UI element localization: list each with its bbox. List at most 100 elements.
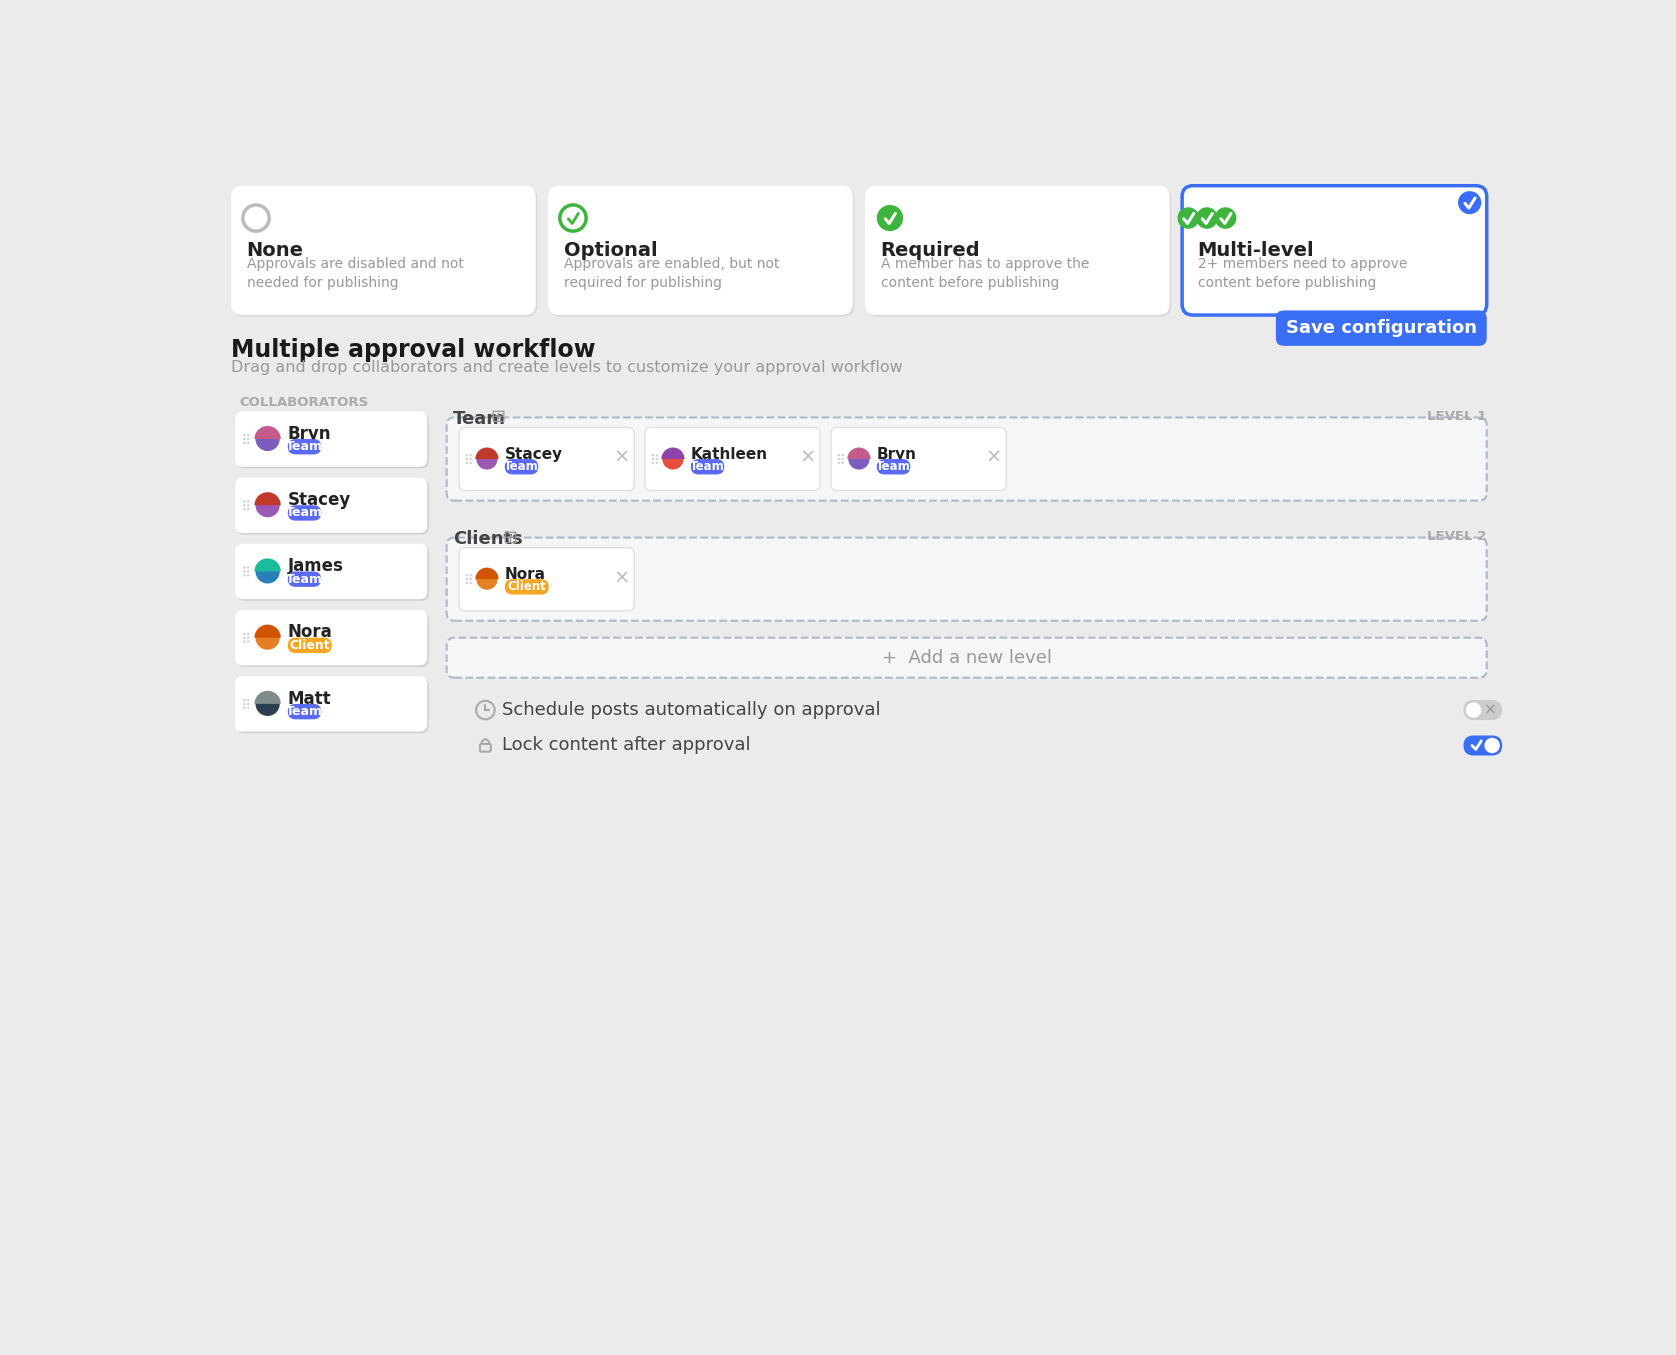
Text: Approvals are disabled and not
needed for publishing: Approvals are disabled and not needed fo… [246,256,464,290]
FancyBboxPatch shape [446,638,1487,678]
Circle shape [476,568,498,591]
Circle shape [243,637,246,638]
FancyBboxPatch shape [459,427,634,491]
Text: ×: × [613,568,630,587]
Circle shape [466,458,468,461]
Circle shape [243,508,246,511]
Circle shape [243,633,246,635]
FancyBboxPatch shape [865,186,1170,316]
Text: Bryn: Bryn [288,424,332,443]
Text: Team: Team [504,461,540,473]
Text: James: James [288,557,344,575]
FancyBboxPatch shape [235,610,427,665]
Text: Drag and drop collaborators and create levels to customize your approval workflo: Drag and drop collaborators and create l… [231,359,903,375]
Circle shape [1197,207,1218,229]
FancyBboxPatch shape [1463,736,1502,756]
Circle shape [246,570,250,573]
FancyBboxPatch shape [548,186,853,316]
Circle shape [255,625,282,650]
FancyBboxPatch shape [877,459,910,474]
FancyBboxPatch shape [288,638,332,653]
FancyBboxPatch shape [236,611,429,667]
Text: Multi-level: Multi-level [1198,241,1314,260]
Text: Matt: Matt [288,690,332,707]
Text: COLLABORATORS: COLLABORATORS [240,396,369,409]
Text: ×: × [985,449,1002,467]
FancyBboxPatch shape [446,538,1487,621]
Text: Team: Team [287,573,323,585]
Text: None: None [246,241,303,260]
Circle shape [243,566,246,569]
Circle shape [652,454,654,457]
Circle shape [246,442,250,444]
Circle shape [243,699,246,702]
Text: ×: × [613,449,630,467]
Wedge shape [848,447,870,459]
Text: Kathleen: Kathleen [691,447,768,462]
Circle shape [466,454,468,457]
Circle shape [246,637,250,638]
Text: Client: Client [290,640,330,652]
FancyBboxPatch shape [550,187,855,317]
Circle shape [246,575,250,576]
Wedge shape [476,568,498,579]
FancyBboxPatch shape [288,572,322,587]
Circle shape [246,504,250,507]
Wedge shape [255,625,282,638]
Circle shape [841,454,843,457]
FancyBboxPatch shape [1463,701,1502,720]
Circle shape [469,462,473,463]
FancyBboxPatch shape [1182,186,1487,316]
FancyBboxPatch shape [231,186,536,316]
Circle shape [652,458,654,461]
Wedge shape [255,425,282,439]
Text: +  Add a new level: + Add a new level [882,649,1051,667]
Text: Bryn: Bryn [877,447,917,462]
Circle shape [243,500,246,503]
FancyBboxPatch shape [236,480,429,534]
FancyBboxPatch shape [236,678,429,733]
Circle shape [877,205,903,232]
Circle shape [838,462,840,463]
Circle shape [469,581,473,584]
Circle shape [243,575,246,576]
Circle shape [466,581,468,584]
Text: ×: × [799,449,816,467]
FancyBboxPatch shape [446,417,1487,500]
Wedge shape [255,691,282,703]
Circle shape [243,504,246,507]
FancyBboxPatch shape [691,459,724,474]
FancyBboxPatch shape [1183,187,1488,317]
Circle shape [469,575,473,576]
Circle shape [246,703,250,705]
Text: Schedule posts automatically on approval: Schedule posts automatically on approval [503,701,882,720]
Text: 2+ members need to approve
content before publishing: 2+ members need to approve content befor… [1198,256,1406,290]
Circle shape [841,462,843,463]
Circle shape [466,575,468,576]
Text: Lock content after approval: Lock content after approval [503,737,751,755]
Wedge shape [476,447,498,459]
Text: Required: Required [880,241,980,260]
Circle shape [848,447,870,470]
FancyBboxPatch shape [831,427,1006,491]
Text: ⊞: ⊞ [503,528,518,546]
Text: Save configuration: Save configuration [1285,320,1477,337]
FancyBboxPatch shape [288,703,322,720]
Text: Stacey: Stacey [504,447,563,462]
Circle shape [655,454,659,457]
Text: A member has to approve the
content before publishing: A member has to approve the content befo… [880,256,1089,290]
Circle shape [841,458,843,461]
Circle shape [255,558,282,584]
Circle shape [246,434,250,436]
Circle shape [1178,207,1198,229]
Circle shape [655,462,659,463]
Text: Optional: Optional [563,241,657,260]
Circle shape [243,706,246,709]
FancyBboxPatch shape [504,459,538,474]
Circle shape [1485,737,1500,753]
Text: Team: Team [287,705,323,718]
Text: Nora: Nora [504,566,546,583]
Circle shape [838,454,840,457]
Circle shape [662,447,684,470]
Circle shape [466,462,468,463]
